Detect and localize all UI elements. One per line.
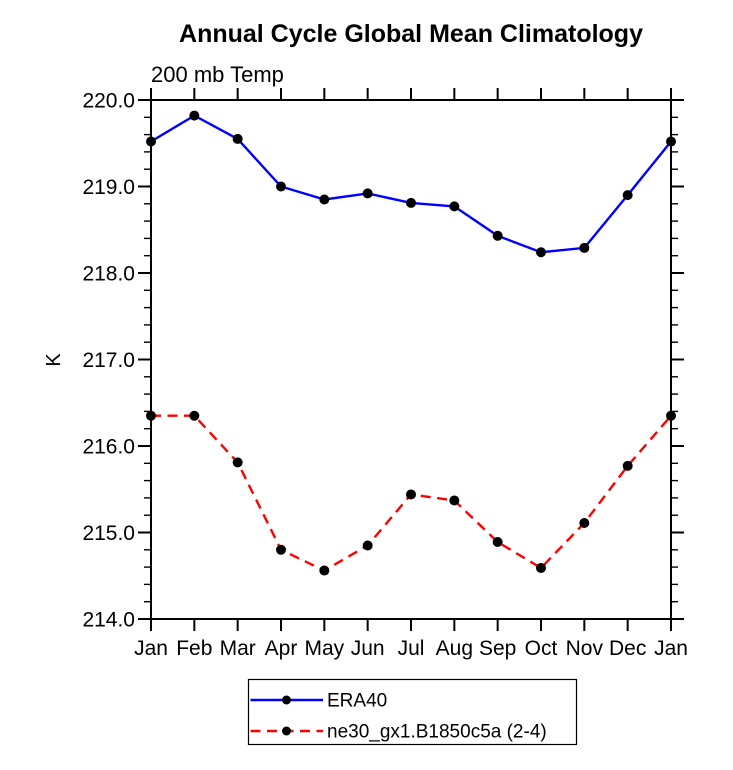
y-tick-label: 214.0 bbox=[82, 609, 135, 632]
series-0-point-Apr bbox=[276, 181, 286, 192]
series-0-point-Mar bbox=[232, 133, 243, 144]
series-0-point-Aug bbox=[449, 201, 460, 212]
legend-box bbox=[247, 678, 578, 746]
y-tick-label: 216.0 bbox=[82, 436, 135, 459]
y-tick-label: 219.0 bbox=[82, 176, 135, 199]
y-tick-label: 215.0 bbox=[82, 522, 135, 545]
x-tick-label: Dec bbox=[609, 637, 646, 660]
series-1-point-Mar bbox=[232, 457, 243, 468]
legend-sample-marker-1 bbox=[282, 726, 291, 736]
x-tick-label: Jan bbox=[134, 637, 168, 660]
x-tick-label: Jul bbox=[398, 637, 425, 660]
series-layer bbox=[146, 110, 676, 576]
legend-label-0: ERA40 bbox=[327, 691, 387, 712]
series-1-point-Feb bbox=[189, 410, 200, 421]
y-axis-label: K bbox=[43, 353, 65, 367]
chart-title: Annual Cycle Global Mean Climatology bbox=[179, 20, 643, 48]
x-tick-label: Jun bbox=[351, 637, 385, 660]
series-1-point-May bbox=[319, 565, 330, 576]
plot-frame bbox=[150, 99, 672, 620]
axes-layer: 214.0 215.0 216.0 217.0 218.0 219.0 220.0 Jan Fe… bbox=[82, 88, 688, 660]
series-1-point-Oct bbox=[536, 562, 546, 573]
series-line-0 bbox=[150, 114, 672, 254]
x-tick-label: Oct bbox=[525, 637, 558, 660]
x-tick-label: May bbox=[304, 637, 344, 660]
series-0-point-Jul bbox=[406, 197, 416, 208]
series-1-point-Jan bbox=[666, 410, 676, 421]
x-tick-label: Apr bbox=[265, 637, 298, 660]
series-0-point-Feb bbox=[189, 110, 200, 121]
series-1-point-Aug bbox=[449, 495, 460, 506]
series-1-point-Dec bbox=[622, 460, 633, 471]
chart-subtitle: 200 mb Temp bbox=[151, 62, 284, 87]
x-tick-label: Mar bbox=[220, 637, 256, 660]
series-0-point-Jun bbox=[362, 188, 373, 199]
series-0-point-Sep bbox=[492, 230, 503, 241]
x-tick-label: Jan bbox=[654, 637, 688, 660]
series-0-point-Jan bbox=[146, 136, 156, 147]
series-0-point-Oct bbox=[536, 247, 546, 258]
series-0-point-Jan bbox=[666, 136, 676, 147]
y-tick-label: 218.0 bbox=[82, 263, 135, 286]
series-1-point-Nov bbox=[579, 517, 590, 528]
series-0-point-Dec bbox=[622, 190, 633, 201]
series-1-point-Sep bbox=[492, 537, 503, 548]
legend-sample-marker-0 bbox=[282, 695, 291, 705]
series-0-point-May bbox=[319, 194, 330, 205]
series-1-point-Apr bbox=[276, 544, 286, 555]
y-tick-label: 220.0 bbox=[82, 90, 135, 113]
series-1-point-Jan bbox=[146, 410, 156, 421]
series-1-point-Jul bbox=[406, 489, 416, 500]
x-tick-label: Nov bbox=[566, 637, 604, 660]
x-tick-label: Feb bbox=[176, 637, 212, 660]
x-tick-label: Aug bbox=[436, 637, 473, 660]
x-tick-label: Sep bbox=[479, 637, 516, 660]
legend: ERA40 ne30_gx1.B1850c5a (2-4) bbox=[247, 678, 578, 746]
series-1-point-Jun bbox=[362, 540, 373, 551]
legend-label-1: ne30_gx1.B1850c5a (2-4) bbox=[327, 722, 547, 743]
y-tick-label: 217.0 bbox=[82, 349, 135, 372]
series-0-point-Nov bbox=[579, 242, 590, 253]
